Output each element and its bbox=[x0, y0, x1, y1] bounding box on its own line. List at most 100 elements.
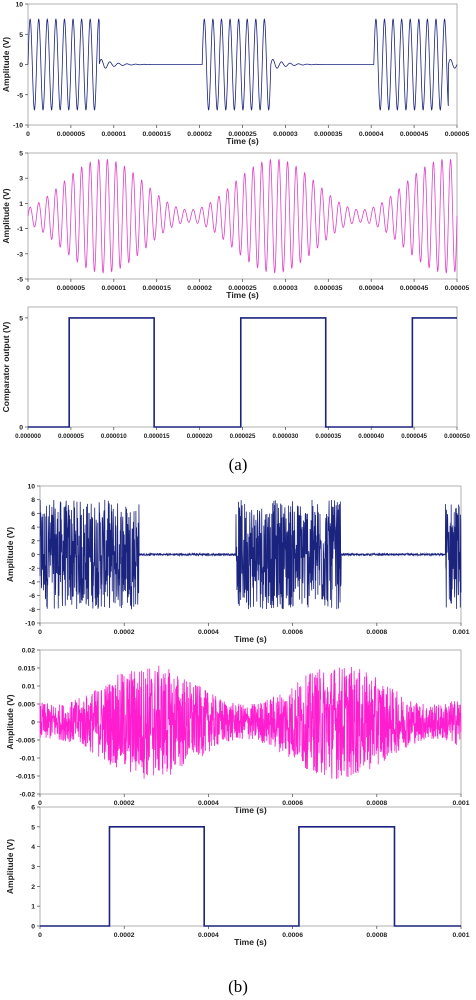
y-axis-label: Amplitude (V) bbox=[5, 527, 15, 582]
y-tick-label: -5 bbox=[17, 277, 23, 284]
y-tick-label: 0.015 bbox=[18, 666, 35, 673]
y-tick-label: -1 bbox=[17, 226, 23, 233]
x-tick-label: 0.0008 bbox=[366, 932, 387, 939]
x-tick-label: 0.000025 bbox=[228, 131, 257, 138]
x-tick-label: 0 bbox=[26, 131, 30, 138]
x-tick-label: 0.00004 bbox=[359, 285, 384, 292]
y-axis-label: Comparator output (V) bbox=[1, 322, 11, 413]
x-tick-label: 0.000030 bbox=[272, 433, 298, 440]
y-tick-label: 0 bbox=[31, 552, 35, 559]
x-tick-label: 0.00002 bbox=[187, 285, 212, 292]
chart-b3: 0 0.0002 0.0004 0.0006 0.0008 0.001 0 1 2 3 4 5 6 Tim… bbox=[5, 805, 470, 948]
panel-label-a: (a) bbox=[229, 455, 248, 474]
y-tick-label: -0.02 bbox=[20, 792, 36, 799]
y-tick-label: -4 bbox=[29, 579, 35, 586]
y-tick-label: 0.01 bbox=[22, 684, 35, 691]
series-line bbox=[27, 18, 458, 111]
series-line bbox=[40, 826, 461, 927]
y-tick-label: 5 bbox=[19, 151, 23, 158]
x-tick-label: 0.00001 bbox=[102, 131, 127, 138]
y-tick-label: 0.005 bbox=[18, 702, 35, 709]
x-tick-label: 0.00004 bbox=[359, 131, 384, 138]
x-axis-label: Time (s) bbox=[234, 937, 267, 947]
chart-a2: 0 0.000005 0.00001 0.000015 0.00002 0.000025 0… bbox=[1, 151, 469, 301]
panel-label-b: (b) bbox=[228, 977, 248, 996]
x-tick-label: 0.00001 bbox=[102, 285, 127, 292]
y-axis-label: Amplitude (V) bbox=[5, 839, 15, 894]
x-tick-label: 0.0002 bbox=[114, 932, 135, 939]
x-tick-label: 0.000015 bbox=[144, 433, 170, 440]
x-tick-label: 0.00003 bbox=[273, 285, 298, 292]
x-tick-label: 0.0006 bbox=[282, 629, 303, 636]
y-tick-label: 1 bbox=[19, 201, 23, 208]
x-tick-label: 0.0004 bbox=[198, 629, 219, 636]
x-tick-label: 0.000040 bbox=[358, 433, 384, 440]
x-tick-label: 0.000020 bbox=[187, 433, 213, 440]
y-tick-label: -2 bbox=[29, 566, 35, 573]
y-tick-label: -10 bbox=[13, 123, 23, 130]
x-tick-label: 0.000035 bbox=[314, 131, 343, 138]
x-tick-label: 0.0008 bbox=[366, 629, 387, 636]
x-tick-label: 0.000005 bbox=[57, 131, 86, 138]
y-tick-label: 5 bbox=[19, 315, 23, 322]
y-tick-label: 4 bbox=[31, 844, 35, 851]
x-tick-label: 0.000005 bbox=[57, 285, 86, 292]
series-line bbox=[27, 158, 458, 274]
x-tick-label: 0.001 bbox=[452, 932, 469, 939]
chart-b2: 0 0.0002 0.0004 0.0006 0.0008 0.001 -0.02 -0.01… bbox=[5, 648, 470, 816]
x-tick-label: 0 bbox=[38, 800, 42, 807]
x-axis-label: Time (s) bbox=[226, 290, 259, 300]
plot-frame bbox=[39, 806, 462, 927]
x-tick-label: 0.000045 bbox=[400, 285, 429, 292]
x-tick-label: 0.000015 bbox=[143, 131, 172, 138]
y-tick-label: 0 bbox=[31, 924, 35, 931]
y-tick-label: -3 bbox=[17, 251, 23, 258]
y-tick-label: -0.015 bbox=[16, 774, 35, 781]
x-tick-label: 0.0006 bbox=[282, 932, 303, 939]
y-tick-label: 5 bbox=[31, 824, 35, 831]
y-tick-label: 2 bbox=[31, 884, 35, 891]
chart-a1: 0 0.000005 0.00001 0.000015 0.00002 0.000025 0… bbox=[1, 2, 469, 147]
x-tick-label: 0.000045 bbox=[400, 131, 429, 138]
y-tick-label: -0.01 bbox=[20, 756, 36, 763]
series-line bbox=[28, 317, 457, 428]
y-tick-label: 3 bbox=[31, 864, 35, 871]
x-tick-label: 0.000025 bbox=[228, 285, 257, 292]
y-tick-label: 5 bbox=[19, 32, 23, 39]
y-tick-label: -8 bbox=[29, 607, 35, 614]
y-tick-label: 10 bbox=[15, 2, 23, 9]
x-tick-label: 0 bbox=[38, 932, 42, 939]
x-tick-label: 0.00005 bbox=[445, 131, 470, 138]
y-tick-label: 3 bbox=[19, 176, 23, 183]
x-tick-label: 0 bbox=[26, 285, 30, 292]
x-tick-label: 0 bbox=[38, 629, 42, 636]
x-tick-label: 0.000005 bbox=[58, 433, 84, 440]
x-tick-label: 0.0004 bbox=[198, 800, 219, 807]
plot-frame bbox=[27, 306, 458, 428]
y-tick-label: -5 bbox=[17, 92, 23, 99]
series-line bbox=[39, 499, 462, 610]
x-tick-label: 0.001 bbox=[452, 629, 469, 636]
x-tick-label: 0.000015 bbox=[143, 285, 172, 292]
x-tick-label: 0.000025 bbox=[230, 433, 256, 440]
y-tick-label: 0 bbox=[19, 425, 23, 432]
x-tick-label: 0.0008 bbox=[366, 800, 387, 807]
chart-b1: 0 0.0002 0.0004 0.0006 0.0008 0.001 -10 -8 -6 -4 -… bbox=[5, 484, 470, 645]
y-tick-label: 10 bbox=[27, 484, 35, 491]
x-tick-label: 0.0004 bbox=[198, 932, 219, 939]
x-tick-label: 0.0002 bbox=[114, 629, 135, 636]
y-tick-label: 0 bbox=[31, 720, 35, 727]
y-tick-label: -10 bbox=[25, 621, 35, 628]
x-tick-label: 0.000035 bbox=[315, 433, 341, 440]
y-axis-label: Amplitude (V) bbox=[5, 694, 15, 749]
chart-a3: 0.000000 0.000005 0.000010 0.000015 0.000020… bbox=[1, 306, 470, 440]
x-axis-label: Time (s) bbox=[234, 634, 267, 644]
x-tick-label: 0.0006 bbox=[282, 800, 303, 807]
x-axis-label: Time (s) bbox=[234, 805, 267, 815]
x-axis-label: Time (s) bbox=[226, 136, 259, 146]
x-tick-label: 0.0002 bbox=[114, 800, 135, 807]
y-tick-label: 6 bbox=[31, 511, 35, 518]
x-tick-label: 0.001 bbox=[452, 800, 469, 807]
x-tick-label: 0.000045 bbox=[401, 433, 427, 440]
x-tick-label: 0.000000 bbox=[15, 433, 41, 440]
